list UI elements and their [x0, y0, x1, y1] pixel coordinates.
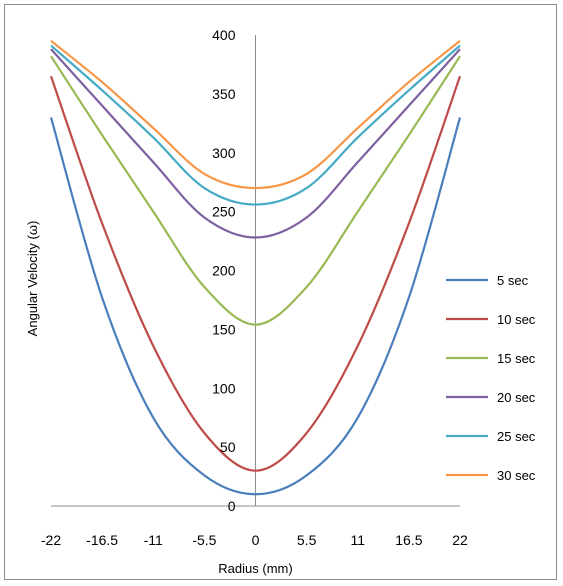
- x-tick-label: 11: [350, 532, 365, 548]
- y-tick-label: 100: [212, 380, 236, 396]
- y-tick-label: 200: [212, 263, 236, 279]
- x-tick-label: 16.5: [395, 532, 422, 548]
- legend-label: 5 sec: [497, 273, 529, 288]
- y-tick-label: 300: [212, 145, 236, 161]
- series-line-3: [50, 55, 461, 326]
- y-axis-title: Angular Velocity (ω): [25, 221, 40, 337]
- y-tick-label: 150: [212, 321, 236, 337]
- x-axis-title: Radius (mm): [218, 561, 292, 576]
- series-line-5: [50, 44, 461, 206]
- legend-label: 15 sec: [497, 351, 536, 366]
- x-tick-label: -5.5: [192, 532, 216, 548]
- series-line-1: [49, 117, 462, 496]
- y-tick-label: 50: [220, 439, 236, 455]
- series-line-4: [50, 48, 461, 239]
- chart-frame: -22 -16.5 -11 -5.5 0 5.5 11 16.5 22 0 50 100 150 200 2…: [4, 4, 557, 580]
- tick-labels: -22 -16.5 -11 -5.5 0 5.5 11 16.5 22 0 50 100 150 200 2…: [41, 27, 468, 548]
- series-lines: [49, 40, 462, 496]
- line-chart: -22 -16.5 -11 -5.5 0 5.5 11 16.5 22 0 50 100 150 200 2…: [25, 27, 536, 576]
- legend-label: 30 sec: [497, 468, 536, 483]
- x-tick-label: -16.5: [86, 532, 118, 548]
- legend: 5 sec 10 sec 15 sec 20 sec 25 sec 30 sec: [446, 273, 536, 483]
- x-tick-label: -22: [41, 532, 61, 548]
- series-line-2: [49, 75, 462, 472]
- y-tick-label: 350: [212, 86, 236, 102]
- y-tick-label: 250: [212, 204, 236, 220]
- y-tick-label: 400: [212, 27, 236, 43]
- series-line-6: [50, 40, 461, 190]
- x-tick-label: 22: [452, 532, 468, 548]
- x-tick-label: -11: [144, 532, 163, 548]
- legend-label: 20 sec: [497, 390, 536, 405]
- legend-label: 10 sec: [497, 312, 536, 327]
- axes: [51, 35, 460, 507]
- x-tick-label: 5.5: [297, 532, 317, 548]
- legend-label: 25 sec: [497, 429, 536, 444]
- x-tick-label: 0: [252, 532, 260, 548]
- y-tick-label: 0: [228, 498, 236, 514]
